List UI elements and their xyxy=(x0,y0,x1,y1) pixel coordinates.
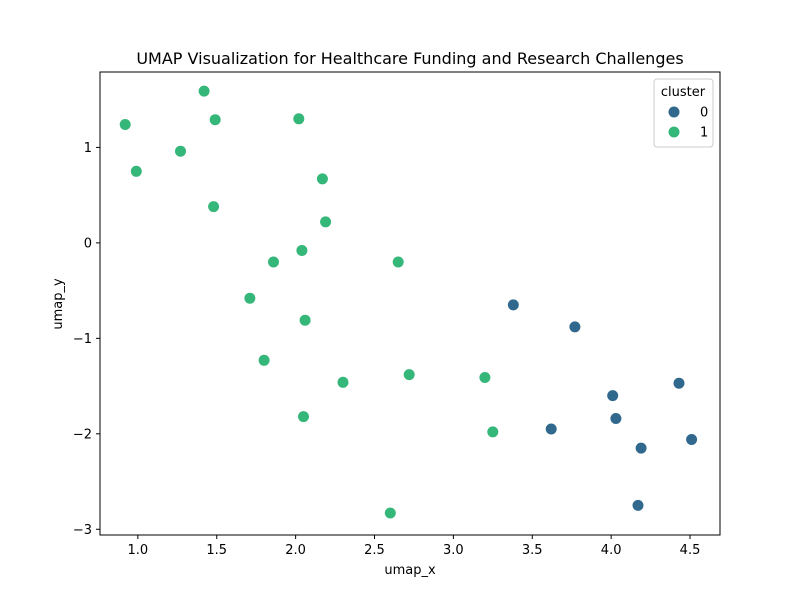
data-point-cluster-1-15 xyxy=(336,375,350,389)
data-point-cluster-1-7 xyxy=(207,200,221,214)
legend-marker-0 xyxy=(667,105,681,119)
data-point-cluster-1-19 xyxy=(486,425,500,439)
data-point-cluster-1-10 xyxy=(267,255,280,269)
data-point-cluster-0-6 xyxy=(634,441,648,455)
data-point-cluster-1-4 xyxy=(174,144,187,158)
x-tick-label: 1.5 xyxy=(206,543,227,558)
chart-title: UMAP Visualization for Healthcare Fundin… xyxy=(136,49,683,68)
data-point-cluster-1-0 xyxy=(197,84,211,98)
data-point-cluster-1-5 xyxy=(129,164,143,178)
data-point-cluster-1-3 xyxy=(292,112,306,126)
y-tick-label: −3 xyxy=(73,523,92,538)
data-point-cluster-0-4 xyxy=(672,376,686,390)
x-axis-label: umap_x xyxy=(384,563,436,578)
x-tick-label: 2.0 xyxy=(285,543,306,558)
x-tick-label: 3.0 xyxy=(443,543,464,558)
data-point-cluster-0-1 xyxy=(568,320,582,334)
legend-label-1: 1 xyxy=(700,126,708,141)
data-point-cluster-0-5 xyxy=(544,422,558,436)
x-tick-label: 4.5 xyxy=(680,543,701,558)
legend-marker-1 xyxy=(667,125,681,139)
y-axis-label: umap_y xyxy=(51,278,66,330)
x-tick-label: 1.0 xyxy=(128,543,149,558)
axes: 1.0 1.5 2.0 2.5 3.0 3.5 4.0 4.5 −3 −2 −1 0 1 xyxy=(73,71,721,558)
plot-area xyxy=(118,84,699,520)
data-point-cluster-1-2 xyxy=(208,113,222,127)
y-tick-label: 0 xyxy=(84,236,92,251)
data-point-cluster-1-20 xyxy=(383,506,397,520)
data-point-cluster-0-3 xyxy=(609,412,623,425)
data-point-cluster-0-2 xyxy=(606,389,620,403)
legend: cluster 0 1 xyxy=(653,78,714,148)
data-point-cluster-1-18 xyxy=(297,410,310,424)
data-point-cluster-1-11 xyxy=(391,255,405,269)
x-tick-label: 2.5 xyxy=(364,543,385,558)
legend-label-0: 0 xyxy=(700,106,708,121)
data-point-cluster-0-8 xyxy=(631,498,645,512)
data-point-cluster-1-8 xyxy=(319,215,333,229)
legend-title: cluster xyxy=(661,85,706,100)
y-tick-label: −2 xyxy=(73,427,92,442)
x-tick-label: 4.0 xyxy=(601,543,622,558)
axes-frame xyxy=(99,71,721,536)
data-point-cluster-1-6 xyxy=(315,172,329,186)
y-tick-label: −1 xyxy=(73,332,92,347)
data-point-cluster-1-1 xyxy=(118,118,132,131)
x-tick-label: 3.5 xyxy=(522,543,543,558)
data-point-cluster-1-13 xyxy=(298,313,312,327)
data-point-cluster-0-7 xyxy=(685,433,699,446)
data-point-cluster-1-16 xyxy=(402,368,416,382)
data-point-cluster-0-0 xyxy=(506,298,520,312)
data-point-cluster-1-14 xyxy=(257,353,271,367)
data-point-cluster-1-9 xyxy=(295,244,309,257)
data-point-cluster-1-12 xyxy=(243,291,257,305)
data-point-cluster-1-17 xyxy=(478,371,492,384)
y-tick-label: 1 xyxy=(84,141,92,156)
